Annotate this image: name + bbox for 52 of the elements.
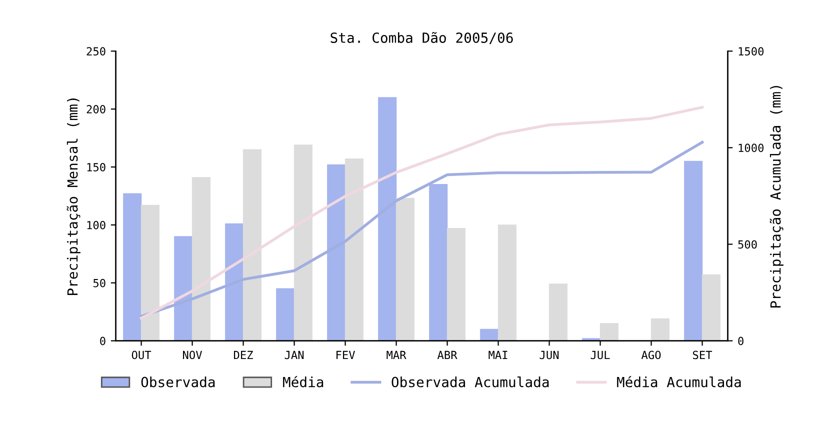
bar: [498, 224, 516, 341]
legend-label: Observada: [141, 376, 215, 388]
bar: [600, 323, 618, 341]
line-series: [140, 106, 704, 320]
legend-label: Observada Acumulada: [392, 376, 549, 388]
bar: [429, 184, 448, 341]
bar: [480, 328, 499, 341]
x-tick-label: MAR: [386, 350, 406, 360]
x-tick-label: JUN: [540, 350, 559, 360]
bar: [327, 164, 346, 341]
y-tick-label: 50: [93, 278, 106, 288]
y-tick-label: 100: [87, 220, 106, 230]
bar: [684, 160, 703, 341]
bar: [276, 288, 295, 341]
y2-tick-label: 1000: [738, 144, 764, 152]
y2-tick-label: 0: [738, 336, 744, 346]
bar: [174, 236, 193, 341]
y2-axis-title: Precipitação Acumulada (mm): [770, 86, 784, 308]
x-tick-label: DEZ: [234, 350, 253, 360]
bar: [344, 158, 364, 341]
legend-label: Média Acumulada: [617, 376, 741, 388]
bar: [242, 149, 262, 341]
chart-title: Sta. Comba Dão 2005/06: [330, 32, 513, 44]
bar: [548, 284, 568, 341]
y2-tick-label: 1500: [738, 47, 764, 56]
bar: [396, 198, 414, 341]
bar: [140, 204, 160, 341]
x-tick-label: SET: [692, 350, 712, 360]
bar: [650, 318, 670, 341]
y-tick-label: 150: [87, 162, 106, 172]
bar: [192, 177, 210, 341]
bar: [702, 274, 720, 341]
y-tick-label: 250: [86, 47, 106, 56]
line-series: [140, 140, 704, 318]
bar: [225, 223, 244, 341]
y-axis-title: Precipitação Mensal (mm): [66, 98, 80, 295]
x-tick-label: NOV: [182, 350, 202, 360]
x-tick-label: JUL: [590, 350, 610, 360]
bar: [378, 97, 397, 341]
bar: [294, 144, 312, 341]
bar: [123, 193, 142, 341]
x-tick-label: MAI: [488, 350, 508, 360]
x-tick-label: JAN: [284, 350, 304, 360]
legend-label: Média: [283, 376, 324, 388]
y-tick-label: 200: [86, 105, 106, 114]
x-tick-label: AGO: [641, 350, 661, 360]
y-tick-label: 0: [100, 336, 106, 346]
x-tick-label: FEV: [336, 350, 355, 360]
y2-tick-label: 500: [738, 240, 757, 249]
x-tick-label: ABR: [437, 350, 458, 360]
bar: [446, 228, 466, 341]
x-tick-label: OUT: [132, 350, 152, 360]
